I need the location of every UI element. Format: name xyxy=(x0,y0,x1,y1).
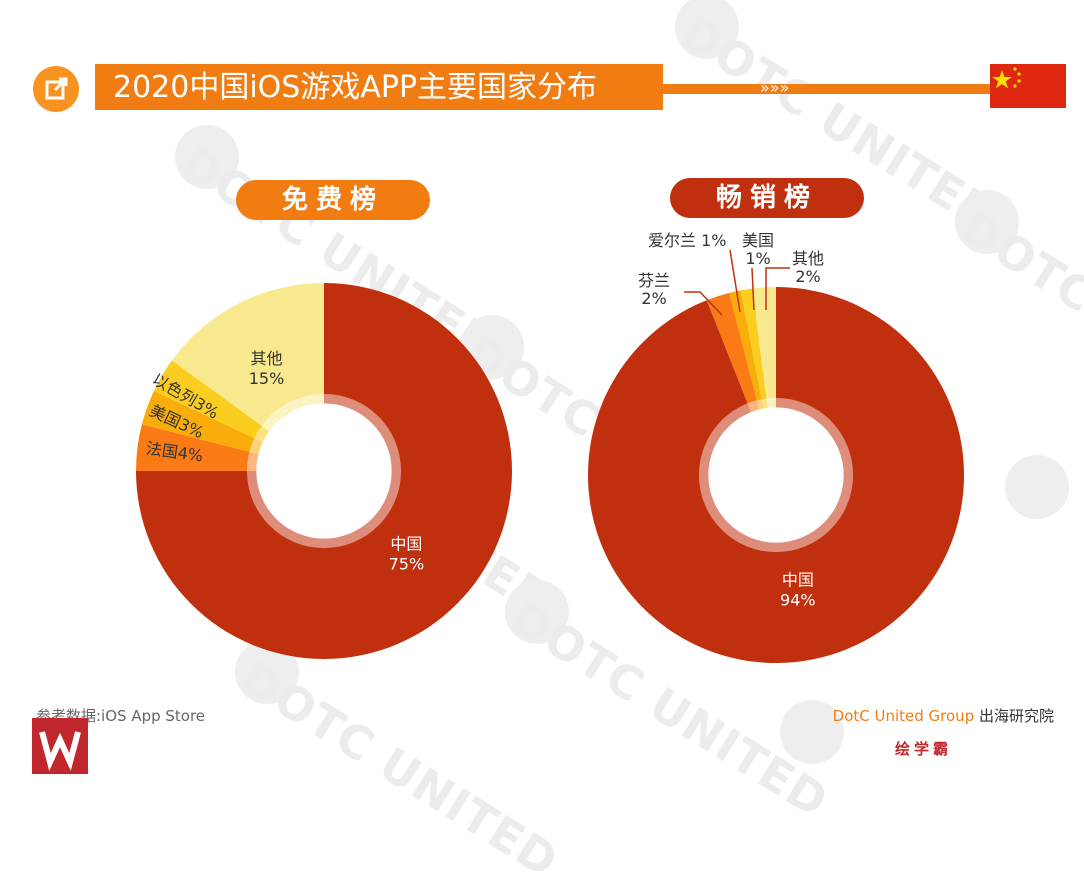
donut-hole xyxy=(708,407,844,543)
slice-label-name: 芬兰 xyxy=(638,271,671,290)
donut-hole xyxy=(256,403,392,539)
brand-name-cn: 出海研究院 xyxy=(974,707,1054,725)
slice-label-value: 1% xyxy=(745,249,771,268)
share-icon xyxy=(33,66,79,112)
slice-label-usa: 美国 1% xyxy=(742,232,774,268)
brand-name: DotC United Group 出海研究院 xyxy=(833,705,1054,726)
slice-label-name: 美国 xyxy=(742,231,775,250)
china-flag-icon xyxy=(990,64,1066,108)
watermark-circle xyxy=(175,125,239,189)
slice-label-name: 其他 xyxy=(792,249,825,268)
slice-label-name: 中国 xyxy=(390,534,422,553)
slice-label-value: 94% xyxy=(780,590,816,609)
slice-label-value: 1% xyxy=(701,231,727,250)
slice-label-value: 75% xyxy=(389,554,425,573)
watermark-circle xyxy=(1005,455,1069,519)
slice-label-name: 爱尔兰 xyxy=(648,231,697,250)
chevron-right-icon: »»» xyxy=(760,78,790,97)
slice-label-name: 中国 xyxy=(782,570,814,589)
watermark-circle xyxy=(955,190,1019,254)
logo-icon xyxy=(32,718,88,774)
slice-label-name: 其他 xyxy=(250,349,282,368)
watermark-text: DOTC UNITED xyxy=(951,200,1084,438)
slice-label-value: 15% xyxy=(249,369,285,388)
header-line xyxy=(663,84,990,94)
watermark-circle xyxy=(505,580,569,644)
slice-label-finland: 芬兰 2% xyxy=(638,272,670,308)
slice-label-value: 2% xyxy=(641,289,667,308)
slice-label-other: 其他 2% xyxy=(792,250,824,286)
chart-title-free: 免费榜 xyxy=(236,180,430,220)
slice-label-value: 2% xyxy=(795,267,821,286)
logo-text: 绘学霸 xyxy=(895,740,953,758)
brand-name-en: DotC United Group xyxy=(832,707,975,725)
watermark-circle xyxy=(675,0,739,59)
chart-title-sales: 畅销榜 xyxy=(670,178,864,218)
header-bar xyxy=(95,64,663,110)
slice-label-ireland: 爱尔兰 1% xyxy=(648,232,727,250)
page-title: 2020中国iOS游戏APP主要国家分布 xyxy=(113,70,598,105)
watermark-text: DOTC UNITED xyxy=(231,650,569,888)
